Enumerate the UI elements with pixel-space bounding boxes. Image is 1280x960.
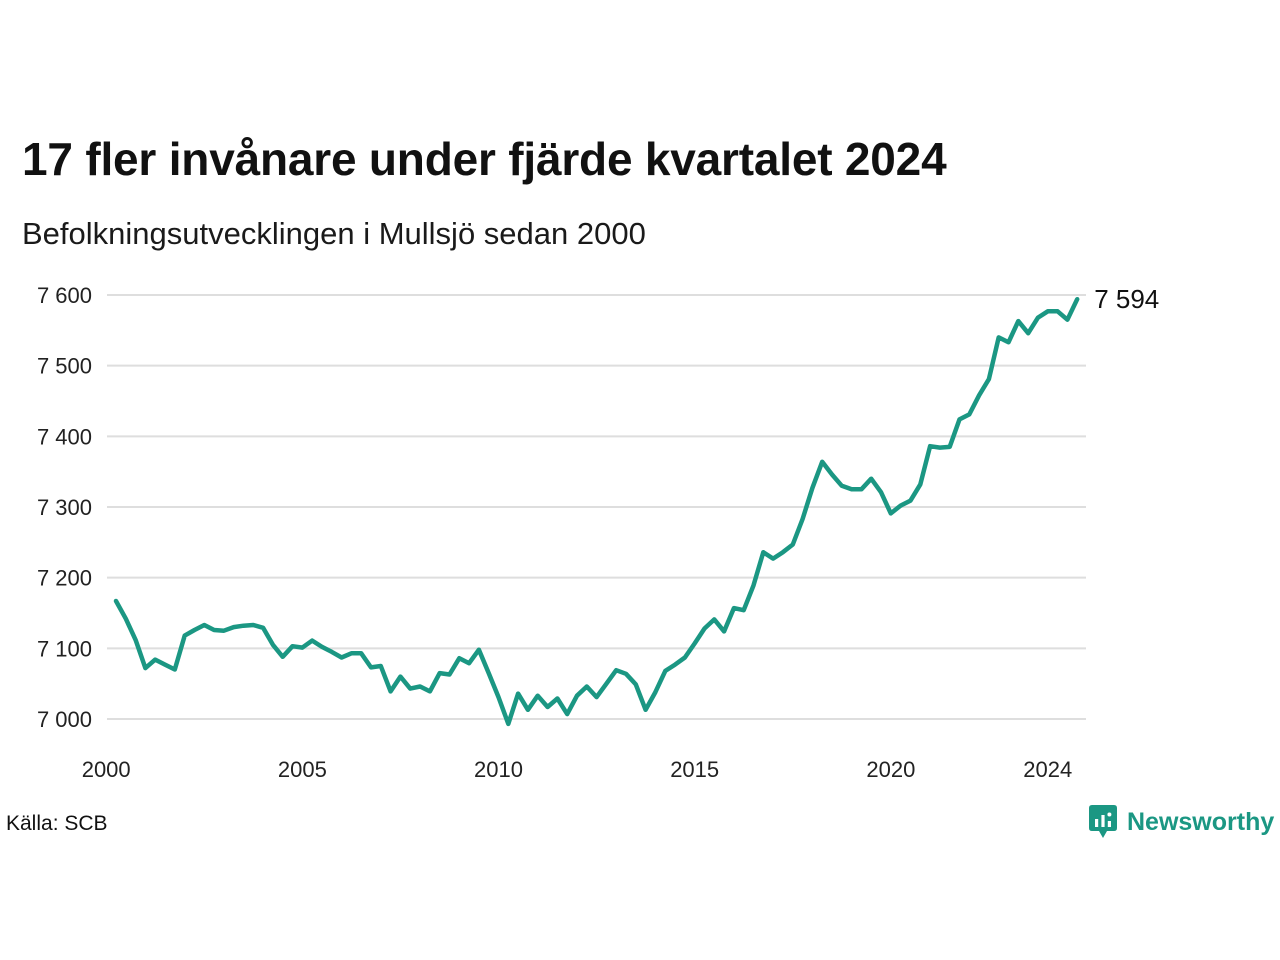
series-layer (113, 296, 1080, 727)
x-tick-label-1: 2005 (278, 757, 327, 782)
end-label-layer: 7 594 (1094, 284, 1159, 314)
source-note: Källa: SCB (6, 812, 108, 835)
y-tick-label-2: 7 200 (37, 566, 92, 591)
brand-logo: Newsworthy (1088, 803, 1274, 841)
gridlines (107, 294, 1086, 720)
newsworthy-logo-icon (1089, 805, 1117, 838)
chart-title: 17 fler invånare under fjärde kvartalet … (22, 133, 947, 185)
x-axis-tick-labels: 2000 2005 2010 2015 2020 2024 (82, 757, 1073, 782)
x-tick-label-0: 2000 (82, 757, 131, 782)
y-axis-tick-labels: 7 000 7 100 7 200 7 300 7 400 7 500 7 600 (37, 283, 92, 732)
end-value-label: 7 594 (1094, 284, 1159, 314)
chart-subtitle: Befolkningsutvecklingen i Mullsjö sedan … (22, 216, 646, 251)
x-tick-label-3: 2015 (670, 757, 719, 782)
y-tick-label-3: 7 300 (37, 495, 92, 520)
x-tick-label-5: 2024 (1023, 757, 1072, 782)
y-tick-label-0: 7 000 (37, 707, 92, 732)
x-tick-label-2: 2010 (474, 757, 523, 782)
y-tick-label-1: 7 100 (37, 636, 92, 661)
y-tick-label-5: 7 500 (37, 354, 92, 379)
y-tick-label-4: 7 400 (37, 424, 92, 449)
brand-name: Newsworthy (1127, 807, 1275, 836)
x-tick-label-4: 2020 (866, 757, 915, 782)
y-tick-label-6: 7 600 (37, 283, 92, 308)
series-line-0 (113, 296, 1080, 727)
